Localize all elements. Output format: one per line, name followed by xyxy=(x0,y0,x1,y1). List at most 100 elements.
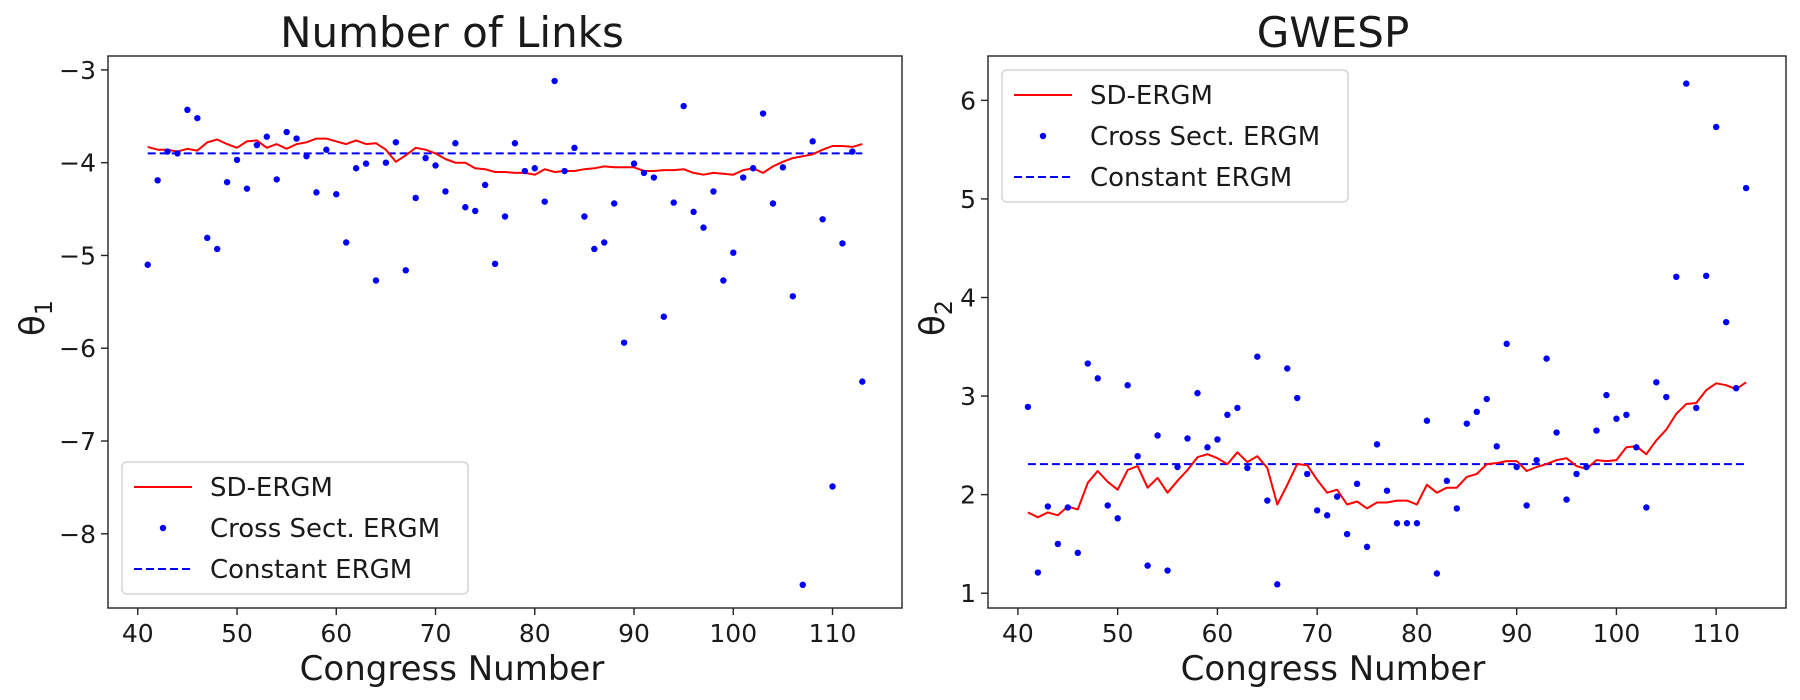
series-cross-sect-point xyxy=(1503,340,1510,348)
series-cross-sect-point xyxy=(1712,123,1720,131)
series-cross-sect-point xyxy=(1513,463,1520,471)
y-axis-label: θ1 xyxy=(13,300,58,336)
series-cross-sect-point xyxy=(462,204,469,211)
series-cross-sect-point xyxy=(511,140,519,147)
series-cross-sect-point xyxy=(1732,384,1740,392)
panel-number-of-links: Number of Links Congress Number θ1 40 50 6… xyxy=(13,8,903,689)
series-cross-sect-point xyxy=(1722,318,1730,326)
y-tick-label: −8 xyxy=(59,520,96,549)
series-cross-sect-point xyxy=(521,167,529,175)
series-cross-sect-point xyxy=(313,189,320,196)
series-cross-sect-point xyxy=(491,260,499,268)
series-cross-sect-point xyxy=(1104,502,1111,509)
y-axis-subscript: 1 xyxy=(30,300,58,315)
plot-frame xyxy=(987,55,1787,609)
series-cross-sect-point xyxy=(1623,411,1630,418)
series-cross-sect-point xyxy=(194,114,201,122)
series-cross-sect-point xyxy=(680,102,687,110)
series-cross-sect-point xyxy=(1284,365,1291,372)
series-cross-sect-point xyxy=(263,133,270,140)
series-cross-sect-point xyxy=(1553,429,1560,436)
series-cross-sect-point xyxy=(184,106,191,114)
series-cross-sect-point xyxy=(1204,444,1211,451)
series-cross-sect-point xyxy=(1154,432,1161,439)
series-cross-sect-point xyxy=(1663,393,1670,401)
series-cross-sect-point xyxy=(710,188,717,195)
series-cross-sect-point xyxy=(1343,530,1351,538)
series-cross-sect-point xyxy=(372,277,380,284)
x-tick-label: 70 xyxy=(1301,619,1333,648)
x-tick-label: 50 xyxy=(221,619,253,648)
x-tick-label: 90 xyxy=(618,619,650,648)
series-cross-sect-point xyxy=(362,160,370,167)
series-cross-sect-point xyxy=(581,213,588,220)
series-cross-sect-point xyxy=(452,140,459,147)
series-cross-sect-point xyxy=(1443,477,1451,485)
series-cross-sect-point xyxy=(839,240,846,247)
x-tick-label: 110 xyxy=(809,619,857,648)
series-cross-sect-point xyxy=(1274,581,1281,588)
series-cross-sect-point xyxy=(1184,435,1191,442)
series-cross-sect-point xyxy=(1054,540,1062,548)
series-cross-sect-point xyxy=(789,293,797,300)
legend-entry-label: Constant ERGM xyxy=(210,555,412,585)
series-cross-sect-point xyxy=(1224,411,1231,418)
series-cross-sect-point xyxy=(690,208,697,216)
series-cross-sect-point xyxy=(1114,515,1121,522)
x-tick-label: 60 xyxy=(320,619,352,648)
series-cross-sect-point xyxy=(1024,403,1032,411)
series-cross-sect-point xyxy=(343,239,350,246)
series-cross-sect-point xyxy=(769,200,777,207)
series-cross-sect-point xyxy=(144,261,151,268)
series-cross-sect-point xyxy=(541,198,548,205)
series-cross-sect-point xyxy=(1523,502,1530,509)
series-cross-sect-point xyxy=(1693,404,1700,412)
y-tick-label: 3 xyxy=(960,382,976,411)
y-tick-label: −7 xyxy=(59,427,96,456)
series-cross-sect-point xyxy=(759,110,767,117)
series-cross-sect-point xyxy=(1453,505,1461,512)
series-cross-sect-point xyxy=(164,148,171,155)
series-cross-sect-point xyxy=(1683,80,1690,87)
series-cross-sect-point xyxy=(481,181,489,189)
series-cross-sect-point xyxy=(213,245,221,253)
series-cross-sect-point xyxy=(630,160,638,167)
series-cross-sect-point xyxy=(1673,273,1680,280)
legend-entry-label: Cross Sect. ERGM xyxy=(1090,122,1320,152)
x-tick-label: 80 xyxy=(1401,619,1433,648)
series-cross-sect-point xyxy=(720,277,727,284)
series-cross-sect-point xyxy=(1034,569,1042,576)
series-cross-sect-point xyxy=(392,139,400,146)
x-tick-label: 50 xyxy=(1102,619,1134,648)
series-cross-sect-point xyxy=(1294,394,1301,402)
y-tick-label: 2 xyxy=(960,481,976,510)
x-tick-label: 40 xyxy=(122,619,154,648)
series-cross-sect-point xyxy=(829,483,836,490)
series-cross-sect-point xyxy=(620,339,628,346)
x-tick-label: 110 xyxy=(1692,619,1740,648)
series-cross-sect-point xyxy=(402,267,409,274)
series-cross-sect-point xyxy=(1234,404,1241,412)
series-cross-sect-point xyxy=(1244,464,1251,472)
series-cross-sect-point xyxy=(660,313,667,320)
x-axis-label: Congress Number xyxy=(300,649,605,689)
series-cross-sect-point xyxy=(283,128,290,136)
y-tick-label: 6 xyxy=(960,86,976,115)
series-cross-sect-point xyxy=(1473,408,1480,416)
series-cross-sect-point xyxy=(432,162,439,169)
legend-entry-label: SD-ERGM xyxy=(1090,81,1213,111)
series-cross-sect-point xyxy=(1393,520,1401,527)
x-tick-label: 100 xyxy=(709,619,757,648)
series-cross-sect-point xyxy=(1084,360,1091,367)
series-cross-sect-point xyxy=(273,176,280,183)
series-cross-sect-point xyxy=(1264,497,1271,504)
y-axis-symbol: θ xyxy=(13,315,53,336)
series-cross-sect-point xyxy=(610,200,618,207)
series-cross-sect-point xyxy=(1603,391,1610,399)
y-tick-label: −3 xyxy=(59,56,96,85)
x-tick-label: 90 xyxy=(1501,619,1533,648)
legend-entry-label: Cross Sect. ERGM xyxy=(210,514,440,544)
series-cross-sect-point xyxy=(1134,453,1141,460)
series-cross-sect-point xyxy=(1353,480,1361,487)
series-cross-sect-point xyxy=(323,146,330,153)
